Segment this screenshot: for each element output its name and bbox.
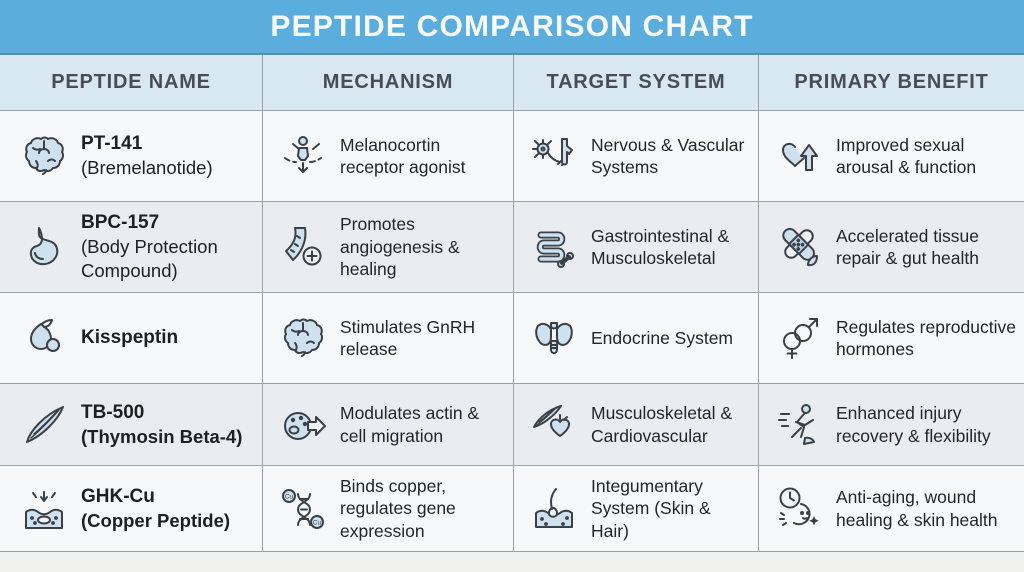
hair-follicle-icon: [530, 485, 578, 533]
blood-vessel-plus-icon: [279, 223, 327, 271]
target-system-cell: Nervous & Vascular Systems: [514, 111, 759, 201]
target-system-cell: Musculoskeletal & Cardiovascular: [514, 384, 759, 465]
primary-benefit-text: Accelerated tissue repair & gut health: [836, 225, 980, 268]
peptide-subtitle: (Body Protection Compound): [81, 236, 218, 282]
peptide-name-text: TB-500 (Thymosin Beta-4): [81, 401, 242, 449]
peptide-name-cell: BPC-157 (Body Protection Compound): [0, 202, 263, 292]
table-row: BPC-157 (Body Protection Compound) Promo…: [0, 202, 1024, 293]
table-header-row: PEPTIDE NAME MECHANISM TARGET SYSTEM PRI…: [0, 55, 1024, 111]
bottom-margin: [0, 552, 1024, 572]
peptide-subtitle: (Bremelanotide): [81, 157, 213, 179]
comparison-table: PEPTIDE NAME MECHANISM TARGET SYSTEM PRI…: [0, 55, 1024, 552]
intestine-bone-icon: [530, 223, 578, 271]
peptide-name-text: BPC-157 (Body Protection Compound): [81, 211, 254, 283]
table-row: GHK-Cu (Copper Peptide) Cu Cu Binds coppe…: [0, 466, 1024, 552]
target-system-cell: Endocrine System: [514, 293, 759, 383]
target-system-text: Integumentary System (Skin & Hair): [591, 475, 711, 541]
mechanism-text: Melanocortin receptor agonist: [340, 134, 466, 177]
peptide-title: PT-141: [81, 133, 143, 154]
peptide-title: Kisspeptin: [81, 326, 179, 348]
primary-benefit-cell: Regulates reproductive hormones: [759, 293, 1024, 383]
receptor-agonist-person-icon: [279, 132, 327, 180]
primary-benefit-cell: Accelerated tissue repair & gut health: [759, 202, 1024, 292]
page-title: PEPTIDE COMPARISON CHART: [0, 0, 1024, 55]
primary-benefit-cell: Improved sexual arousal & function: [759, 111, 1024, 201]
table-body: PT-141 (Bremelanotide) Melanocortin rece…: [0, 111, 1024, 552]
table-row: Kisspeptin Stimulates GnRH release Endoc…: [0, 293, 1024, 384]
target-system-text: Gastrointestinal & Musculoskeletal: [591, 225, 730, 268]
target-system-text: Musculoskeletal & Cardiovascular: [591, 403, 733, 446]
table-row: TB-500 (Thymosin Beta-4) Modulates actin…: [0, 384, 1024, 466]
peptide-subtitle: (Thymosin Beta-4): [81, 425, 243, 447]
primary-benefit-cell: Anti-aging, wound healing & skin health: [759, 466, 1024, 551]
peptide-name-text: Kisspeptin: [81, 326, 178, 350]
peptide-title: BPC-157: [81, 212, 160, 234]
gland-icon: [20, 314, 68, 362]
peptide-title: GHK-Cu: [81, 485, 155, 507]
mechanism-cell: Promotes angiogenesis & healing: [263, 202, 514, 292]
peptide-name-cell: GHK-Cu (Copper Peptide): [0, 466, 263, 551]
heart-up-arrow-icon: [775, 132, 823, 180]
primary-benefit-cell: Enhanced injury recovery & flexibility: [759, 384, 1024, 465]
skin-layer-icon: [20, 485, 68, 533]
primary-benefit-text: Enhanced injury recovery & flexibility: [836, 403, 991, 446]
target-system-text: Endocrine System: [591, 327, 734, 348]
peptide-title: TB-500: [81, 401, 145, 423]
mechanism-text: Binds copper, regulates gene expression: [340, 475, 456, 541]
stomach-icon: [20, 223, 68, 271]
svg-text:Cu: Cu: [285, 493, 294, 500]
mechanism-cell: Stimulates GnRH release: [263, 293, 514, 383]
column-header-mechanism: MECHANISM: [263, 55, 514, 110]
peptide-name-cell: TB-500 (Thymosin Beta-4): [0, 384, 263, 465]
muscle-heart-icon: [530, 401, 578, 449]
mechanism-cell: Cu Cu Binds copper, regulates gene expres…: [263, 466, 514, 551]
primary-benefit-text: Improved sexual arousal & function: [836, 134, 977, 177]
gender-symbols-icon: [775, 314, 823, 362]
mechanism-cell: Modulates actin & cell migration: [263, 384, 514, 465]
mechanism-cell: Melanocortin receptor agonist: [263, 111, 514, 201]
dna-copper-icon: Cu Cu: [279, 485, 327, 533]
muscle-fiber-icon: [20, 401, 68, 449]
target-system-cell: Gastrointestinal & Musculoskeletal: [514, 202, 759, 292]
clock-face-icon: [775, 485, 823, 533]
bandage-leaf-icon: [775, 223, 823, 271]
target-system-text: Nervous & Vascular Systems: [591, 134, 745, 177]
peptide-name-cell: Kisspeptin: [0, 293, 263, 383]
column-header-target-system: TARGET SYSTEM: [514, 55, 759, 110]
target-system-cell: Integumentary System (Skin & Hair): [514, 466, 759, 551]
runner-icon: [775, 401, 823, 449]
peptide-name-text: PT-141 (Bremelanotide): [81, 132, 213, 180]
column-header-primary-benefit: PRIMARY BENEFIT: [794, 71, 989, 93]
table-row: PT-141 (Bremelanotide) Melanocortin rece…: [0, 111, 1024, 202]
mechanism-text: Modulates actin & cell migration: [340, 403, 480, 446]
mechanism-text: Promotes angiogenesis & healing: [340, 214, 460, 280]
svg-text:Cu: Cu: [313, 519, 322, 526]
column-header-peptide-name: PEPTIDE NAME: [0, 55, 263, 110]
brain-icon: [20, 132, 68, 180]
cell-migration-icon: [279, 401, 327, 449]
mechanism-text: Stimulates GnRH release: [340, 316, 476, 359]
brain-icon: [279, 314, 327, 362]
peptide-subtitle: (Copper Peptide): [81, 509, 231, 531]
thyroid-icon: [530, 314, 578, 362]
primary-benefit-text: Anti-aging, wound healing & skin health: [836, 487, 998, 530]
primary-benefit-text: Regulates reproductive hormones: [836, 316, 1016, 359]
peptide-name-text: GHK-Cu (Copper Peptide): [81, 485, 230, 533]
peptide-name-cell: PT-141 (Bremelanotide): [0, 111, 263, 201]
neuron-vessel-icon: [530, 132, 578, 180]
